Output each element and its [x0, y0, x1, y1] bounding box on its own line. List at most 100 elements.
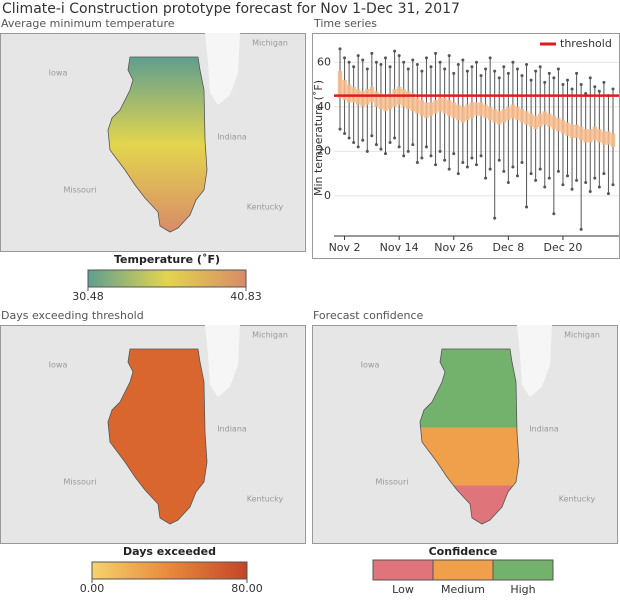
- whisker-end: [456, 63, 460, 66]
- box: [465, 104, 470, 121]
- whisker-end: [361, 58, 365, 62]
- whisker-end: [452, 152, 456, 156]
- box: [588, 129, 593, 143]
- whisker-end: [543, 80, 547, 84]
- whisker-end: [406, 149, 410, 153]
- whisker-end: [438, 149, 442, 153]
- whisker-end: [393, 136, 397, 140]
- whisker-end: [520, 161, 524, 164]
- colorbar: [91, 561, 248, 580]
- box: [469, 102, 475, 118]
- box: [419, 100, 425, 116]
- state-label: Michigan: [252, 331, 288, 340]
- state-label: Kentucky: [559, 495, 596, 504]
- whisker-end: [461, 58, 465, 62]
- box: [524, 111, 529, 125]
- whisker-end: [415, 63, 419, 66]
- whisker-end: [552, 76, 556, 80]
- whisker-end: [511, 60, 515, 64]
- whisker-end: [493, 216, 497, 220]
- legend-label: threshold: [560, 37, 612, 50]
- whisker-end: [443, 158, 447, 162]
- whisker-end: [352, 140, 356, 144]
- whisker-end: [479, 154, 483, 158]
- whisker-end: [374, 143, 378, 147]
- box: [506, 106, 511, 121]
- whisker-end: [547, 71, 551, 75]
- whisker-end: [520, 74, 524, 78]
- legend-swatch: [492, 559, 554, 581]
- x-tick-label: Dec 20: [544, 241, 583, 254]
- whisker-end: [452, 71, 456, 75]
- whisker-end: [502, 169, 506, 173]
- state-label: Michigan: [564, 331, 600, 340]
- whisker-end: [352, 65, 356, 69]
- whisker-end: [611, 87, 615, 91]
- state-label: Iowa: [49, 69, 68, 78]
- whisker-end: [579, 227, 583, 231]
- box: [337, 71, 343, 98]
- whisker-end: [370, 51, 374, 55]
- legend-swatch: [432, 559, 494, 581]
- whisker-end: [465, 165, 469, 169]
- box: [387, 93, 393, 110]
- whisker-end: [506, 71, 510, 75]
- whisker-end: [538, 65, 542, 69]
- lake: [205, 33, 240, 105]
- box: [437, 97, 443, 112]
- whisker-end: [429, 65, 433, 69]
- whisker-end: [447, 54, 451, 58]
- whisker-end: [365, 149, 369, 153]
- whisker-end: [570, 187, 574, 191]
- colorbar-label: 0.00: [80, 582, 105, 595]
- whisker-end: [506, 181, 510, 185]
- whisker-end: [484, 67, 488, 71]
- whisker-end: [556, 169, 560, 173]
- box: [406, 91, 411, 110]
- box: [542, 111, 547, 125]
- whisker-end: [543, 185, 547, 189]
- whisker-end: [347, 60, 351, 64]
- whisker-end: [515, 67, 519, 71]
- whisker-end: [497, 76, 501, 80]
- whisker-end: [406, 67, 410, 71]
- lake: [517, 325, 552, 397]
- box: [383, 95, 388, 112]
- legend-swatch: [372, 559, 434, 581]
- whisker-end: [475, 163, 478, 167]
- x-tick-label: Nov 14: [380, 241, 419, 254]
- colorbar-label: 80.00: [231, 582, 263, 595]
- whisker-end: [497, 158, 501, 162]
- box: [551, 115, 557, 130]
- box: [342, 80, 347, 101]
- legend-label: Medium: [441, 583, 485, 596]
- box: [442, 97, 447, 114]
- whisker-end: [547, 176, 551, 180]
- whisker-end: [575, 178, 579, 182]
- lake: [205, 325, 240, 397]
- whisker-end: [511, 165, 515, 169]
- whisker-end: [602, 80, 606, 84]
- state-label: Kentucky: [247, 495, 284, 504]
- box: [428, 102, 434, 116]
- whisker-end: [470, 156, 474, 160]
- whisker-end: [479, 74, 483, 78]
- state-map: [107, 56, 208, 233]
- whisker-end: [584, 181, 588, 185]
- state-label: Iowa: [49, 361, 68, 370]
- whisker-end: [393, 49, 397, 53]
- whisker-end: [611, 183, 615, 187]
- whisker-end: [447, 167, 451, 171]
- box: [447, 100, 452, 116]
- whisker-end: [488, 56, 492, 60]
- state-label: Indiana: [217, 133, 247, 142]
- whisker-end: [456, 172, 460, 176]
- box: [424, 102, 429, 118]
- box: [433, 100, 438, 114]
- panel-subtitle: Time series: [313, 17, 377, 30]
- whisker-end: [379, 63, 383, 66]
- whisker-end: [593, 176, 597, 180]
- legend-label: Low: [392, 583, 414, 596]
- whisker-end: [561, 83, 565, 87]
